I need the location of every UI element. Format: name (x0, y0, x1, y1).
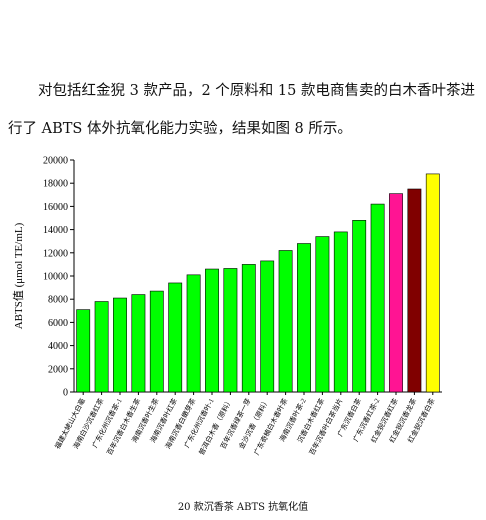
bar (76, 309, 91, 393)
y-tick-label: 18000 (43, 179, 68, 190)
bar (94, 301, 109, 393)
bar (389, 193, 403, 393)
bar (205, 268, 219, 393)
y-tick-label: 2000 (48, 364, 68, 375)
x-tick-label: 普洱白木香（原料） (197, 397, 235, 457)
bar (168, 282, 183, 393)
y-axis-label: ABTS值 (μmol TE/mL) (12, 222, 25, 329)
y-tick-label: 16000 (43, 202, 68, 213)
bar (297, 243, 311, 393)
bar (425, 173, 440, 393)
y-tick-label: 12000 (43, 248, 68, 259)
y-tick-label: 8000 (48, 295, 68, 306)
x-tick-label: 百年沉香叶白茶当片 (307, 397, 345, 457)
bar (186, 274, 201, 393)
y-tick-label: 6000 (48, 318, 68, 329)
bar (370, 203, 385, 393)
x-tick-label: 百年沉香白木香生茶 (105, 397, 143, 457)
y-tick-label: 0 (63, 388, 68, 399)
bar (315, 236, 330, 393)
paragraph: 对包括红金猊 3 款产品，2 个原料和 15 款电商售卖的白木香叶茶进行了 AB… (8, 83, 475, 137)
bar (260, 260, 275, 393)
y-tick-label: 20000 (43, 156, 68, 167)
bar (407, 188, 422, 393)
x-tick-label: 广东奇楠白木香叶茶 (252, 397, 290, 457)
bar (278, 250, 293, 393)
y-tick-label: 10000 (43, 272, 68, 283)
y-tick-label: 14000 (43, 225, 68, 236)
bar (241, 264, 256, 393)
bar (352, 220, 367, 393)
bar (113, 297, 127, 393)
y-tick-label: 4000 (48, 341, 68, 352)
bar (223, 268, 238, 393)
bar (149, 290, 164, 393)
chart: 0 2000 4000 6000 8000 10000 12000 14000 16000 180… (12, 156, 442, 457)
bar (131, 294, 146, 393)
bar (333, 231, 348, 393)
caption: 20 款沉香茶 ABTS 抗氧化值 (177, 502, 309, 513)
